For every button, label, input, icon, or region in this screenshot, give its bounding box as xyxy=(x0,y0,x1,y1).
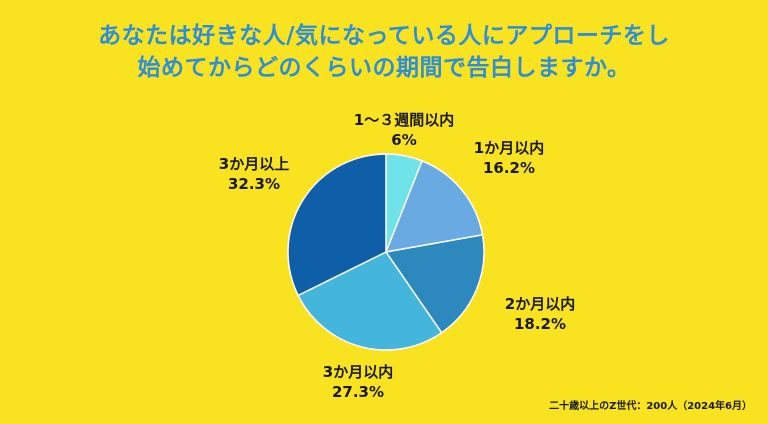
pie-slice-over-3-months xyxy=(287,153,387,297)
chart-title-line-1: あなたは好きな人/気になっている人にアプローチをし xyxy=(98,23,670,49)
pie-slice-2-months xyxy=(384,233,485,334)
slice-label-name: 2か月以内 xyxy=(504,295,576,313)
slice-label-value: 27.3% xyxy=(331,383,385,401)
slice-label-name: 3か月以上 xyxy=(218,155,290,173)
survey-footnote: 二十歳以上のZ世代：200人（2024年6月） xyxy=(549,401,752,412)
pie-slice-1-month xyxy=(384,159,484,253)
slice-label-1-month: 1か月以内 16.2% xyxy=(444,138,574,178)
pie-slices xyxy=(287,153,485,351)
slice-label-value: 16.2% xyxy=(482,159,536,177)
chart-title-line-2: 始めてからどのくらいの期間で告白しますか。 xyxy=(137,55,631,81)
slice-label-name: 1か月以内 xyxy=(473,139,545,157)
slice-label-value: 6% xyxy=(391,131,417,149)
slice-label-2-months: 2か月以内 18.2% xyxy=(480,294,600,334)
slice-label-name: 1～３週間以内 xyxy=(353,111,455,129)
slice-label-value: 32.3% xyxy=(227,175,281,193)
slice-label-over-3-months: 3か月以上 32.3% xyxy=(198,154,310,194)
chart-title: あなたは好きな人/気になっている人にアプローチをし 始めてからどのくらいの期間で… xyxy=(0,20,768,84)
slice-label-value: 18.2% xyxy=(513,315,567,333)
slice-label-1-3-weeks: 1～３週間以内 6% xyxy=(336,110,472,150)
slice-label-name: 3か月以内 xyxy=(322,363,394,381)
slice-label-3-months: 3か月以内 27.3% xyxy=(298,362,418,402)
pie-slice-3-months xyxy=(297,251,443,351)
